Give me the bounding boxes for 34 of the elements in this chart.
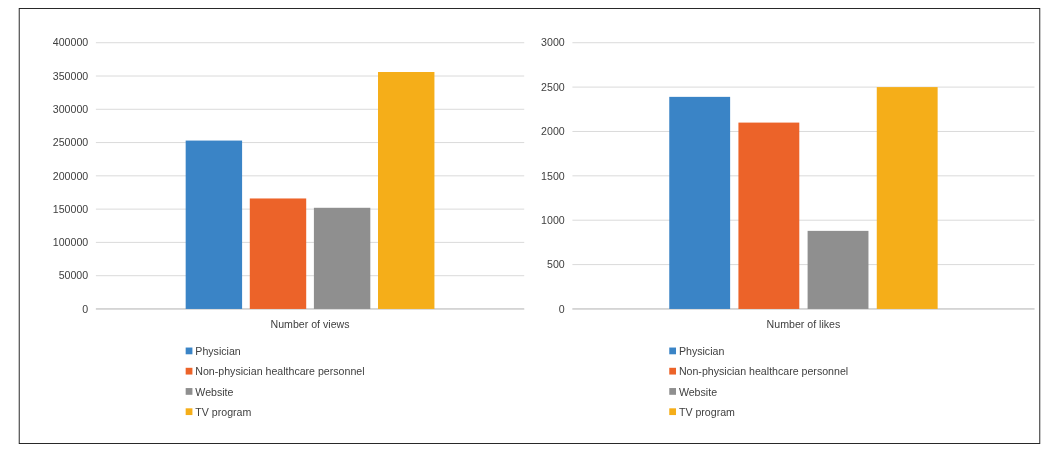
legend-label: Website bbox=[678, 385, 718, 398]
bar bbox=[313, 207, 371, 309]
y-tick-label: 3000 bbox=[541, 36, 565, 49]
legend-label: TV program bbox=[195, 405, 252, 418]
bar bbox=[378, 72, 435, 309]
x-tick-label: Number of likes bbox=[766, 318, 841, 331]
y-tick-label: 300000 bbox=[52, 103, 89, 115]
y-tick-label: 1000 bbox=[541, 213, 565, 226]
y-tick-label: 200000 bbox=[52, 169, 89, 182]
bar bbox=[185, 140, 243, 309]
y-tick-label: 350000 bbox=[52, 69, 89, 82]
y-tick-label: 100000 bbox=[52, 236, 89, 249]
legend-label: Website bbox=[195, 385, 234, 398]
bar bbox=[807, 230, 869, 309]
y-tick-label: 250000 bbox=[52, 136, 89, 149]
bar bbox=[738, 122, 800, 309]
y-tick-label: 2000 bbox=[541, 125, 565, 138]
bar bbox=[669, 96, 731, 309]
y-tick-label: 2500 bbox=[541, 80, 565, 93]
x-tick-label: Number of views bbox=[270, 318, 350, 331]
y-tick-label: 1500 bbox=[541, 169, 565, 182]
legend-label: TV program bbox=[678, 405, 736, 418]
y-tick-label: 0 bbox=[82, 302, 89, 315]
y-tick-label: 150000 bbox=[52, 202, 89, 215]
legend-label: Physician bbox=[195, 345, 241, 358]
bar bbox=[249, 198, 307, 309]
y-tick-label: 0 bbox=[558, 302, 565, 315]
bar bbox=[876, 87, 938, 309]
legend-label: Non-physician healthcare personnel bbox=[678, 365, 849, 378]
legend-label: Physician bbox=[678, 345, 725, 358]
y-tick-label: 400000 bbox=[52, 36, 89, 49]
legend-label: Non-physician healthcare personnel bbox=[195, 365, 365, 378]
y-tick-label: 500 bbox=[547, 258, 565, 271]
y-tick-label: 50000 bbox=[58, 269, 89, 282]
